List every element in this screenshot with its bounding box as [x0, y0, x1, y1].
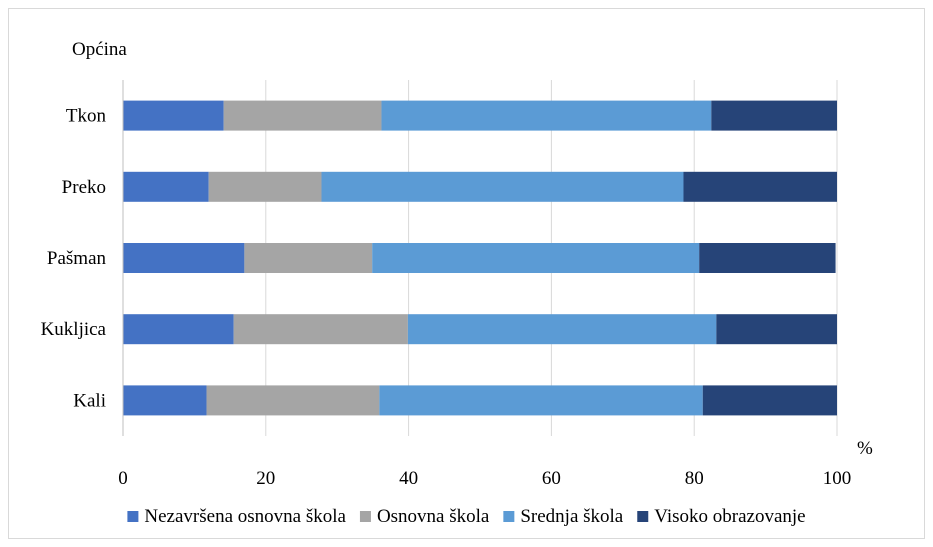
- bar-segment: [407, 314, 717, 345]
- legend-label: Nezavršena osnovna škola: [144, 506, 346, 527]
- bar-segment: [244, 243, 373, 273]
- x-unit-label: %: [857, 438, 873, 459]
- y-axis-title: Općina: [72, 39, 127, 60]
- bar-segment: [206, 385, 380, 416]
- legend-label: Srednja škola: [520, 506, 623, 527]
- bar-segment: [321, 171, 684, 202]
- bars: [123, 100, 837, 416]
- chart-frame: [8, 8, 925, 539]
- bar-segment: [223, 100, 382, 131]
- x-tick-label: 60: [542, 468, 561, 489]
- legend-swatch: [127, 511, 139, 522]
- legend-swatch: [637, 511, 649, 522]
- bar-segment: [123, 100, 224, 131]
- bar-segment: [711, 100, 837, 131]
- x-tick-labels: 0 20 40 60 80 100: [118, 468, 851, 489]
- x-tick-label: 80: [685, 468, 704, 489]
- legend-swatch: [359, 511, 371, 522]
- category-label: Preko: [62, 177, 106, 198]
- bar-segment: [699, 243, 836, 273]
- bar-segment: [379, 385, 703, 416]
- legend-item: Visoko obrazovanje: [637, 506, 806, 527]
- bar-segment: [381, 100, 712, 131]
- category-label: Kali: [73, 390, 106, 411]
- bar-segment: [208, 171, 322, 202]
- x-tick-label: 40: [399, 468, 418, 489]
- bar-segment: [702, 385, 837, 416]
- bar-segment: [233, 314, 408, 345]
- legend: Nezavršena osnovna škola Osnovna škola Sre…: [127, 506, 806, 527]
- bar-segment: [123, 385, 207, 416]
- bar-segment: [372, 243, 700, 273]
- legend-item: Osnovna škola: [359, 506, 490, 527]
- category-label: Pašman: [47, 248, 107, 269]
- legend-label: Osnovna škola: [377, 506, 490, 527]
- x-tick-label: 100: [823, 468, 852, 489]
- legend-item: Nezavršena osnovna škola: [127, 506, 347, 527]
- legend-swatch: [503, 511, 515, 522]
- legend-item: Srednja škola: [503, 506, 624, 527]
- bar-segment: [683, 171, 837, 202]
- legend-label: Visoko obrazovanje: [654, 506, 805, 527]
- bar-segment: [716, 314, 837, 345]
- category-label: Kukljica: [41, 319, 107, 340]
- category-label: Tkon: [66, 106, 107, 127]
- bar-segment: [123, 243, 245, 273]
- bar-segment: [123, 314, 234, 345]
- x-tick-label: 0: [118, 468, 128, 489]
- x-tick-label: 20: [256, 468, 275, 489]
- bar-segment: [123, 171, 209, 202]
- category-labels: Tkon Preko Pašman Kukljica Kali: [41, 106, 107, 412]
